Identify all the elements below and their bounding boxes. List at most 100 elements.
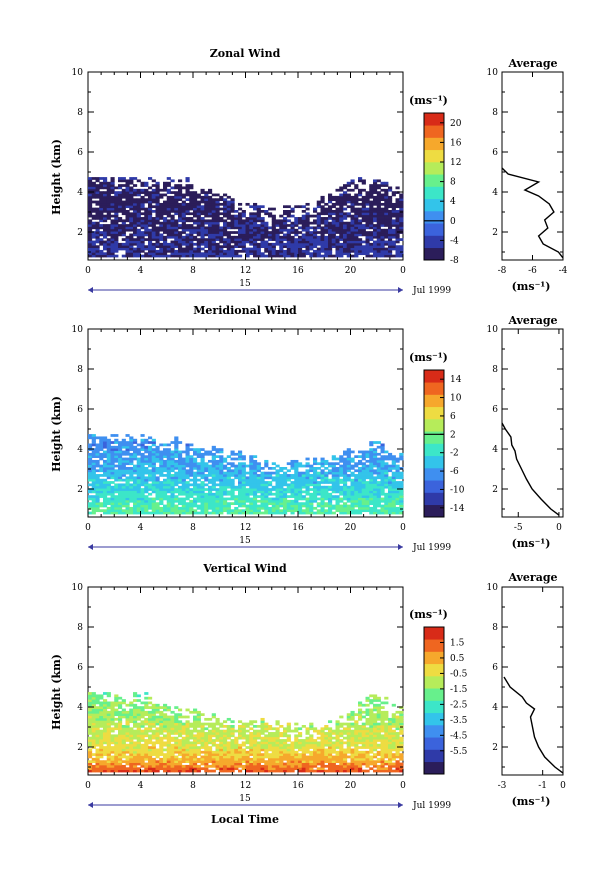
heatmap-cell: [320, 249, 325, 253]
colorbar-swatch: [424, 137, 444, 151]
heatmap-cell: [193, 476, 198, 480]
heatmap-cell: [358, 478, 363, 482]
heatmap-cell: [298, 483, 303, 487]
heatmap-cell: [331, 478, 336, 482]
heatmap-cell: [148, 710, 153, 714]
heatmap-cell: [234, 231, 239, 234]
heatmap-cell: [121, 769, 126, 773]
heatmap-cell: [264, 474, 269, 477]
heatmap-cell: [268, 249, 273, 253]
heatmap-cell: [170, 202, 175, 206]
heatmap-cell: [136, 734, 141, 738]
heatmap-cell: [286, 254, 291, 258]
heatmap-cell: [125, 448, 130, 451]
heatmap-cell: [313, 221, 318, 225]
heatmap-cell: [151, 499, 156, 503]
heatmap-cell: [395, 499, 400, 503]
heatmap-cell: [388, 254, 393, 258]
heatmap-cell: [103, 762, 108, 766]
heatmap-cell: [238, 462, 243, 466]
heatmap-cell: [174, 748, 179, 752]
heatmap-cell: [380, 485, 385, 489]
heatmap-cell: [339, 249, 344, 253]
heatmap-cell: [88, 753, 93, 756]
heatmap-cell: [275, 469, 280, 473]
heatmap-cell: [286, 242, 291, 246]
heatmap-cell: [95, 769, 100, 773]
heatmap-cell: [136, 736, 141, 740]
heatmap-cell: [151, 713, 156, 716]
heatmap-cell: [189, 471, 194, 475]
heatmap-cell: [155, 720, 160, 724]
heatmap-cell: [155, 741, 160, 745]
heatmap-cell: [155, 769, 160, 773]
heatmap-cell: [279, 226, 284, 230]
heatmap-cell: [178, 481, 183, 484]
heatmap-cell: [331, 245, 336, 248]
heatmap-cell: [268, 471, 273, 475]
heatmap-cell: [343, 200, 348, 204]
colorbar-frame: [423, 112, 445, 261]
heatmap-cell: [305, 207, 310, 211]
heatmap-cell: [129, 748, 134, 752]
heatmap-cell: [103, 450, 108, 454]
heatmap-cell: [114, 743, 119, 747]
heatmap-cell: [114, 219, 119, 223]
heatmap-cell: [245, 476, 250, 480]
heatmap-cell: [136, 481, 141, 484]
heatmap-cell: [178, 210, 183, 213]
heatmap-cell: [380, 252, 385, 256]
heatmap-cell: [301, 504, 306, 508]
heatmap-cell: [125, 743, 130, 747]
heatmap-cell: [88, 701, 93, 705]
heatmap-cell: [350, 506, 355, 510]
heatmap-cell: [211, 240, 216, 244]
heatmap-cell: [346, 462, 351, 466]
heatmap-cell: [193, 198, 198, 201]
heatmap-cell: [118, 198, 123, 201]
heatmap-cell: [110, 224, 115, 227]
heatmap-cell: [376, 233, 381, 237]
heatmap-cell: [328, 497, 333, 501]
heatmap-cell: [106, 450, 111, 454]
heatmap-cell: [88, 434, 93, 437]
heatmap-cell: [365, 245, 370, 248]
heatmap-cell: [103, 205, 108, 209]
heatmap-cell: [253, 504, 258, 508]
heatmap-cell: [335, 474, 340, 477]
heatmap-cell: [219, 490, 224, 494]
heatmap-cell: [376, 504, 381, 508]
heatmap-cell: [181, 195, 186, 199]
heatmap-cell: [95, 717, 100, 721]
heatmap-cell: [343, 247, 348, 251]
heatmap-cell: [219, 492, 224, 496]
heatmap-cell: [320, 242, 325, 246]
heatmap-cell: [151, 217, 156, 220]
heatmap-cell: [110, 729, 115, 733]
heatmap-cell: [193, 499, 198, 503]
heatmap-cell: [309, 231, 314, 234]
heatmap-cell: [178, 769, 183, 773]
heatmap-cell: [215, 462, 220, 466]
heatmap-cell: [215, 488, 220, 491]
heatmap-cell: [189, 509, 194, 513]
heatmap-cell: [159, 748, 164, 752]
heatmap-cell: [129, 492, 134, 496]
heatmap-cell: [103, 734, 108, 738]
heatmap-cell: [155, 739, 160, 742]
heatmap-cell: [260, 205, 265, 209]
heatmap-cell: [245, 249, 250, 253]
colorbar-swatch: [424, 211, 444, 224]
heatmap-cell: [324, 485, 329, 489]
heatmap-cell: [174, 193, 179, 197]
heatmap-cell: [298, 490, 303, 494]
heatmap-cell: [335, 467, 340, 470]
colorbar-swatch: [424, 480, 444, 493]
heatmap-cell: [200, 242, 205, 246]
heatmap-cell: [178, 732, 183, 735]
heatmap-cell: [103, 235, 108, 239]
heatmap-cell: [185, 495, 190, 498]
heatmap-cell: [354, 235, 359, 239]
heatmap-cell: [166, 184, 171, 187]
heatmap-cell: [118, 450, 123, 454]
